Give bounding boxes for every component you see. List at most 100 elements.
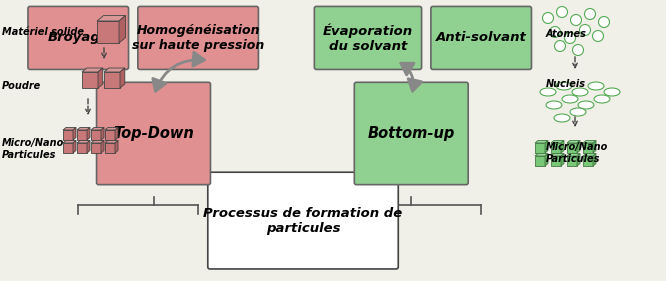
FancyArrowPatch shape <box>401 63 422 91</box>
FancyBboxPatch shape <box>314 6 422 69</box>
Polygon shape <box>82 72 98 88</box>
Polygon shape <box>583 156 593 166</box>
Polygon shape <box>545 153 548 166</box>
Polygon shape <box>104 68 125 72</box>
Polygon shape <box>73 140 76 153</box>
Polygon shape <box>73 128 76 140</box>
Polygon shape <box>551 156 561 166</box>
Polygon shape <box>63 140 76 143</box>
Text: Micro/Nano
Particules: Micro/Nano Particules <box>2 138 65 160</box>
Polygon shape <box>77 143 87 153</box>
Polygon shape <box>115 140 118 153</box>
FancyBboxPatch shape <box>354 82 468 185</box>
Polygon shape <box>567 156 577 166</box>
Ellipse shape <box>578 101 594 109</box>
Polygon shape <box>561 140 564 153</box>
Circle shape <box>593 31 603 42</box>
FancyBboxPatch shape <box>138 6 258 69</box>
Polygon shape <box>82 68 103 72</box>
Polygon shape <box>101 128 104 140</box>
Polygon shape <box>105 140 118 143</box>
Polygon shape <box>535 156 545 166</box>
Polygon shape <box>105 130 115 140</box>
Polygon shape <box>105 128 118 130</box>
Polygon shape <box>551 143 561 153</box>
Polygon shape <box>101 140 104 153</box>
Ellipse shape <box>594 95 610 103</box>
Text: Atomes: Atomes <box>546 29 587 39</box>
Circle shape <box>585 8 595 19</box>
Text: Processus de formation de
particules: Processus de formation de particules <box>203 207 403 235</box>
Text: Broyage: Broyage <box>47 31 109 44</box>
Text: Homogénéisation
sur haute pression: Homogénéisation sur haute pression <box>132 24 264 52</box>
Circle shape <box>555 40 565 51</box>
FancyArrowPatch shape <box>153 52 204 91</box>
Polygon shape <box>551 153 564 156</box>
Polygon shape <box>91 143 101 153</box>
FancyBboxPatch shape <box>208 172 398 269</box>
Polygon shape <box>593 140 596 153</box>
Ellipse shape <box>556 82 572 90</box>
Polygon shape <box>104 72 120 88</box>
Polygon shape <box>535 140 548 143</box>
Polygon shape <box>577 153 580 166</box>
Ellipse shape <box>540 88 556 96</box>
Ellipse shape <box>570 108 586 116</box>
Polygon shape <box>567 153 580 156</box>
Text: Bottom-up: Bottom-up <box>368 126 455 141</box>
Polygon shape <box>551 140 564 143</box>
FancyBboxPatch shape <box>431 6 531 69</box>
Text: Nucleis: Nucleis <box>546 79 586 89</box>
Polygon shape <box>87 140 90 153</box>
Circle shape <box>571 15 581 26</box>
Polygon shape <box>583 143 593 153</box>
Circle shape <box>557 6 567 17</box>
Polygon shape <box>561 153 564 166</box>
Polygon shape <box>87 128 90 140</box>
Polygon shape <box>535 143 545 153</box>
Polygon shape <box>77 128 90 130</box>
Text: Matériel solide: Matériel solide <box>2 27 84 37</box>
Polygon shape <box>77 140 90 143</box>
Ellipse shape <box>554 114 570 122</box>
Text: Anti-solvant: Anti-solvant <box>436 31 527 44</box>
Text: Top-Down: Top-Down <box>113 126 194 141</box>
FancyBboxPatch shape <box>97 82 210 185</box>
FancyBboxPatch shape <box>28 6 129 69</box>
Ellipse shape <box>546 101 562 109</box>
Polygon shape <box>567 140 580 143</box>
Text: Micro/Nano
Particules: Micro/Nano Particules <box>546 142 609 164</box>
Circle shape <box>543 12 553 24</box>
Polygon shape <box>583 140 596 143</box>
Ellipse shape <box>604 88 620 96</box>
Polygon shape <box>63 128 76 130</box>
Ellipse shape <box>562 95 578 103</box>
Polygon shape <box>91 128 104 130</box>
Ellipse shape <box>588 82 604 90</box>
Polygon shape <box>535 153 548 156</box>
Text: Poudre: Poudre <box>2 81 41 91</box>
Text: Évaporation
du solvant: Évaporation du solvant <box>323 23 413 53</box>
Polygon shape <box>583 153 596 156</box>
Circle shape <box>549 26 561 37</box>
Polygon shape <box>63 130 73 140</box>
Circle shape <box>573 44 583 56</box>
Polygon shape <box>77 130 87 140</box>
Circle shape <box>579 24 591 35</box>
Polygon shape <box>115 128 118 140</box>
Polygon shape <box>98 68 103 88</box>
Polygon shape <box>63 143 73 153</box>
Circle shape <box>599 17 609 28</box>
Circle shape <box>565 33 575 44</box>
Polygon shape <box>577 140 580 153</box>
Polygon shape <box>91 130 101 140</box>
Polygon shape <box>120 68 125 88</box>
Polygon shape <box>545 140 548 153</box>
Polygon shape <box>105 143 115 153</box>
Polygon shape <box>593 153 596 166</box>
Polygon shape <box>97 21 119 43</box>
Ellipse shape <box>572 88 588 96</box>
Polygon shape <box>567 143 577 153</box>
Polygon shape <box>119 15 126 43</box>
Polygon shape <box>91 140 104 143</box>
